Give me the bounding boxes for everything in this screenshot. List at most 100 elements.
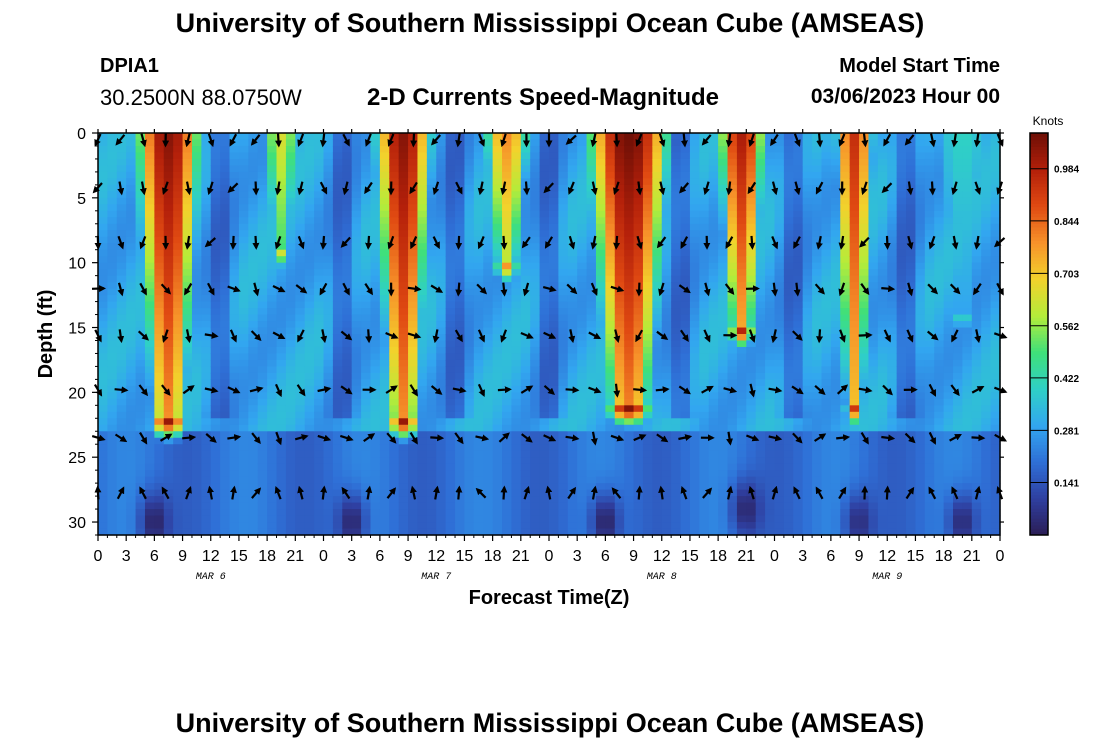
heat-cell bbox=[774, 379, 785, 387]
heat-cell bbox=[229, 301, 240, 309]
heat-cell bbox=[464, 463, 475, 471]
heat-cell bbox=[539, 295, 550, 303]
heat-cell bbox=[718, 444, 729, 452]
heat-cell bbox=[595, 191, 606, 199]
heat-cell bbox=[652, 353, 663, 361]
heat-cell bbox=[154, 301, 165, 309]
heat-cell bbox=[812, 295, 823, 303]
heat-cell bbox=[755, 496, 766, 504]
heat-cell bbox=[182, 275, 193, 283]
heat-cell bbox=[370, 204, 381, 212]
heat-cell bbox=[652, 133, 663, 141]
heat-cell bbox=[689, 301, 700, 309]
heat-cell bbox=[718, 418, 729, 426]
heat-cell bbox=[642, 275, 653, 283]
heat-cell bbox=[210, 411, 221, 419]
heat-cell bbox=[652, 528, 663, 536]
heat-cell bbox=[426, 223, 437, 231]
heat-cell bbox=[783, 223, 794, 231]
heat-cell bbox=[436, 528, 447, 536]
heat-cell bbox=[464, 288, 475, 296]
heat-cell bbox=[689, 431, 700, 439]
heat-cell bbox=[126, 437, 137, 445]
heat-cell bbox=[332, 223, 343, 231]
heat-cell bbox=[126, 528, 137, 536]
heat-cell bbox=[699, 275, 710, 283]
heat-cell bbox=[652, 437, 663, 445]
heat-cell bbox=[191, 444, 202, 452]
heat-cell bbox=[229, 457, 240, 465]
heat-cell bbox=[642, 515, 653, 523]
heat-cell bbox=[436, 476, 447, 484]
heat-cell bbox=[154, 424, 165, 432]
heat-cell bbox=[642, 457, 653, 465]
heat-cell bbox=[849, 327, 860, 335]
heat-cell bbox=[614, 269, 625, 277]
heat-cell bbox=[107, 145, 118, 154]
heat-cell bbox=[689, 139, 700, 147]
heat-cell bbox=[614, 463, 625, 471]
heat-cell bbox=[436, 327, 447, 335]
heat-cell bbox=[210, 522, 221, 530]
heat-cell bbox=[408, 476, 419, 484]
heat-cell bbox=[182, 353, 193, 361]
heat-cell bbox=[718, 282, 729, 290]
heat-cell bbox=[586, 522, 597, 530]
heat-cell bbox=[699, 359, 710, 368]
heat-cell bbox=[295, 463, 306, 471]
heat-cell bbox=[163, 424, 174, 432]
heat-cell bbox=[379, 476, 390, 484]
heat-cell bbox=[285, 372, 296, 380]
heat-cell bbox=[595, 483, 606, 491]
heat-cell bbox=[765, 275, 776, 283]
heat-cell bbox=[511, 197, 522, 205]
heat-cell bbox=[699, 450, 710, 458]
heat-cell bbox=[821, 236, 832, 244]
heat-cell bbox=[210, 431, 221, 439]
heat-cell bbox=[530, 158, 541, 167]
heat-cell bbox=[455, 308, 466, 316]
heat-cell bbox=[746, 191, 757, 199]
heat-cell bbox=[483, 178, 494, 186]
heat-cell bbox=[736, 275, 747, 283]
heat-cell bbox=[276, 353, 287, 361]
heat-cell bbox=[840, 165, 851, 173]
heat-cell bbox=[304, 204, 315, 212]
heat-cell bbox=[689, 334, 700, 342]
heat-cell bbox=[408, 301, 419, 309]
heat-cell bbox=[520, 450, 531, 458]
heat-cell bbox=[342, 379, 353, 387]
heat-cell bbox=[445, 385, 456, 393]
heat-cell bbox=[774, 340, 785, 348]
heat-cell bbox=[107, 308, 118, 316]
heat-cell bbox=[436, 282, 447, 290]
heat-cell bbox=[351, 483, 362, 491]
heat-cell bbox=[445, 496, 456, 504]
heat-cell bbox=[699, 204, 710, 212]
heat-cell bbox=[323, 301, 334, 309]
heat-cell bbox=[361, 502, 372, 510]
heat-cell bbox=[154, 184, 165, 192]
heat-cell bbox=[567, 217, 578, 225]
heat-cell bbox=[370, 275, 381, 283]
heat-cell bbox=[238, 528, 249, 536]
heat-cell bbox=[511, 418, 522, 426]
heat-cell bbox=[445, 483, 456, 491]
heat-cell bbox=[191, 418, 202, 426]
heat-cell bbox=[577, 204, 588, 212]
heat-cell bbox=[483, 457, 494, 465]
heat-cell bbox=[257, 483, 268, 491]
heat-cell bbox=[295, 528, 306, 536]
heat-cell bbox=[285, 353, 296, 361]
heat-cell bbox=[577, 217, 588, 225]
heat-cell bbox=[408, 256, 419, 264]
heat-cell bbox=[417, 509, 428, 517]
heat-cell bbox=[332, 158, 343, 167]
heat-cell bbox=[661, 288, 672, 296]
heat-cell bbox=[135, 269, 146, 277]
heat-cell bbox=[736, 321, 747, 329]
heat-cell bbox=[276, 405, 287, 413]
heat-cell bbox=[783, 191, 794, 199]
heat-cell bbox=[436, 314, 447, 322]
heat-cell bbox=[342, 249, 353, 257]
